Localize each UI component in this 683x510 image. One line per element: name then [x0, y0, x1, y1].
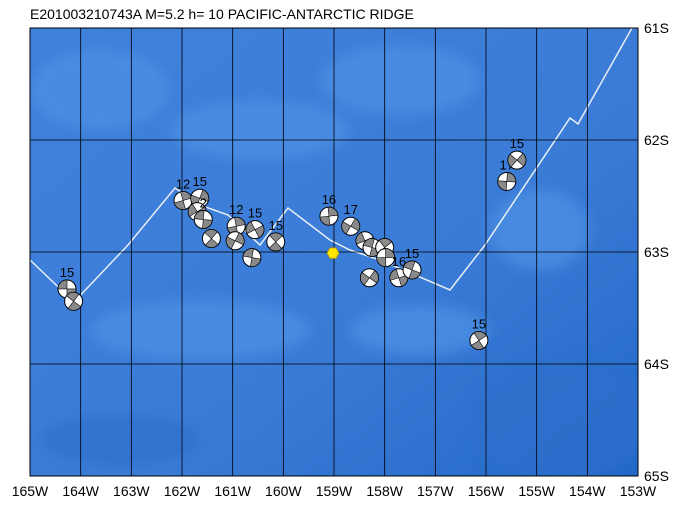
- lon-label: 159W: [316, 483, 353, 499]
- lon-label: 153W: [620, 483, 657, 499]
- depth-label: 2: [200, 196, 207, 211]
- lat-label: 63S: [644, 244, 669, 260]
- compression-quadrant: [497, 172, 517, 191]
- compression-quadrant: [225, 232, 245, 250]
- compression-quadrant: [245, 221, 265, 239]
- compression-quadrant: [204, 229, 219, 248]
- depth-label: 12: [229, 202, 243, 217]
- focal-mechanism: [201, 229, 221, 249]
- bathymetry: [30, 28, 638, 476]
- compression-quadrant: [242, 248, 262, 267]
- compression-quadrant: [193, 210, 213, 229]
- focal-mechanism: 16: [389, 254, 409, 288]
- depth-label: 17: [343, 202, 357, 217]
- lon-label: 155W: [518, 483, 555, 499]
- compression-quadrant: [403, 260, 421, 280]
- epicenter: [326, 247, 340, 259]
- compression-quadrant: [268, 232, 283, 252]
- lat-label: 61S: [644, 20, 669, 36]
- map-frame: [29, 27, 639, 477]
- focal-mechanism: [225, 231, 245, 251]
- lon-label: 163W: [113, 483, 150, 499]
- focal-mechanism: 16: [319, 192, 339, 226]
- compression-quadrant: [341, 218, 361, 235]
- depth-label: 15: [510, 136, 524, 151]
- focal-mechanism: [376, 248, 396, 268]
- focal-mechanism: 2: [193, 196, 213, 230]
- focal-mechanism: 15: [507, 136, 527, 170]
- lat-label: 62S: [644, 132, 669, 148]
- focal-mechanism: [242, 248, 262, 268]
- depth-label: 12: [176, 176, 190, 191]
- depth-label: 15: [192, 174, 206, 189]
- lon-label: 160W: [265, 483, 302, 499]
- depth-label: 16: [322, 192, 336, 207]
- lon-label: 154W: [569, 483, 606, 499]
- focal-mechanism: 12: [226, 202, 246, 236]
- focal-mechanism: 15: [266, 218, 286, 252]
- plate-boundary: [30, 28, 633, 304]
- focal-mechanism: 17: [341, 202, 361, 236]
- lat-label: 64S: [644, 356, 669, 372]
- compression-quadrant: [470, 331, 487, 350]
- depth-label: 15: [472, 316, 486, 331]
- depth-label: 16: [392, 254, 406, 269]
- depth-label: 15: [248, 206, 262, 221]
- lon-label: 164W: [62, 483, 99, 499]
- lon-label: 156W: [468, 483, 505, 499]
- focal-mechanism: 15: [402, 246, 422, 280]
- compression-quadrant: [376, 248, 395, 267]
- title: E201003210743A M=5.2 h= 10 PACIFIC-ANTAR…: [30, 6, 414, 22]
- lon-label: 157W: [417, 483, 454, 499]
- depth-label: 15: [405, 246, 419, 261]
- compression-quadrant: [65, 292, 82, 311]
- lon-label: 158W: [366, 483, 403, 499]
- focal-mechanism: [359, 268, 379, 288]
- focal-mechanism: 15: [245, 206, 265, 240]
- depth-label: 15: [268, 218, 282, 233]
- lat-label: 65S: [644, 468, 669, 484]
- focal-mechanism: [64, 291, 84, 311]
- lon-label: 162W: [164, 483, 201, 499]
- compression-quadrant: [360, 270, 379, 286]
- depth-label: 15: [60, 265, 74, 280]
- lon-label: 165W: [12, 483, 49, 499]
- lon-label: 161W: [214, 483, 251, 499]
- focal-mechanism: 17: [497, 157, 517, 191]
- compression-quadrant: [507, 152, 527, 168]
- focal-mechanism: 15: [469, 316, 489, 350]
- compression-quadrant: [319, 206, 339, 226]
